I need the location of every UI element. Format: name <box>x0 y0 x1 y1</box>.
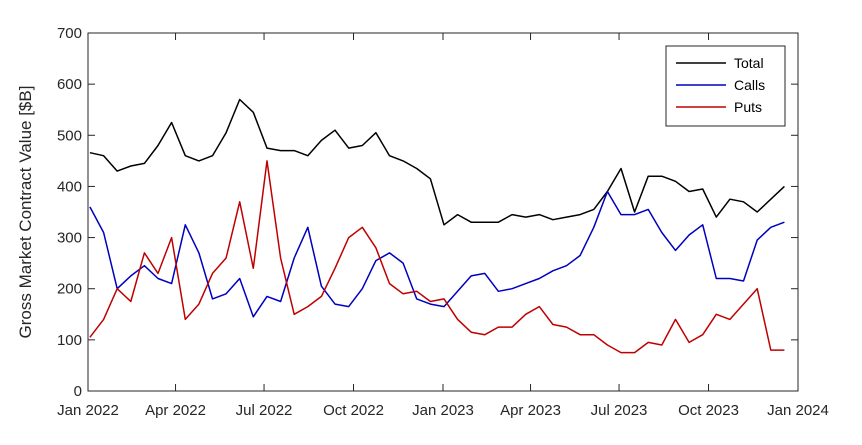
y-tick-label: 600 <box>57 76 82 93</box>
y-tick-label: 400 <box>57 178 82 195</box>
y-axis-label: Gross Market Contract Value [$B] <box>16 86 35 339</box>
series-line-puts <box>89 160 785 354</box>
legend-label-total: Total <box>734 55 764 71</box>
legend-label-puts: Puts <box>734 99 762 115</box>
x-tick-label: Apr 2022 <box>145 402 206 419</box>
x-tick-label: Jan 2023 <box>412 402 474 419</box>
legend-box <box>665 45 786 127</box>
series-layer <box>89 98 785 354</box>
y-tick-label: 700 <box>57 25 82 42</box>
x-tick-label: Jul 2023 <box>591 402 648 419</box>
x-tick-label: Jan 2024 <box>767 402 829 419</box>
x-tick-label: Apr 2023 <box>500 402 561 419</box>
y-tick-label: 200 <box>57 281 82 298</box>
legend-label-calls: Calls <box>734 77 765 93</box>
legend-items: Total Calls Puts <box>676 55 765 115</box>
y-tick-label: 500 <box>57 127 82 144</box>
y-tick-label: 0 <box>74 383 82 400</box>
series-line-calls <box>89 190 785 318</box>
x-axis: Jan 2022 Apr 2022 Jul 2022 Oct 2022 Jan 2023… <box>57 33 829 419</box>
x-tick-label: Jul 2022 <box>236 402 293 419</box>
legend: Total Calls Puts <box>665 45 786 127</box>
series-line-total <box>89 98 785 226</box>
x-tick-label: Oct 2023 <box>678 402 739 419</box>
y-axis: 0 100 200 300 400 500 600 700 <box>57 25 798 400</box>
x-tick-label: Jan 2022 <box>57 402 119 419</box>
y-tick-label: 300 <box>57 230 82 247</box>
y-tick-label: 100 <box>57 332 82 349</box>
x-tick-label: Oct 2022 <box>323 402 384 419</box>
